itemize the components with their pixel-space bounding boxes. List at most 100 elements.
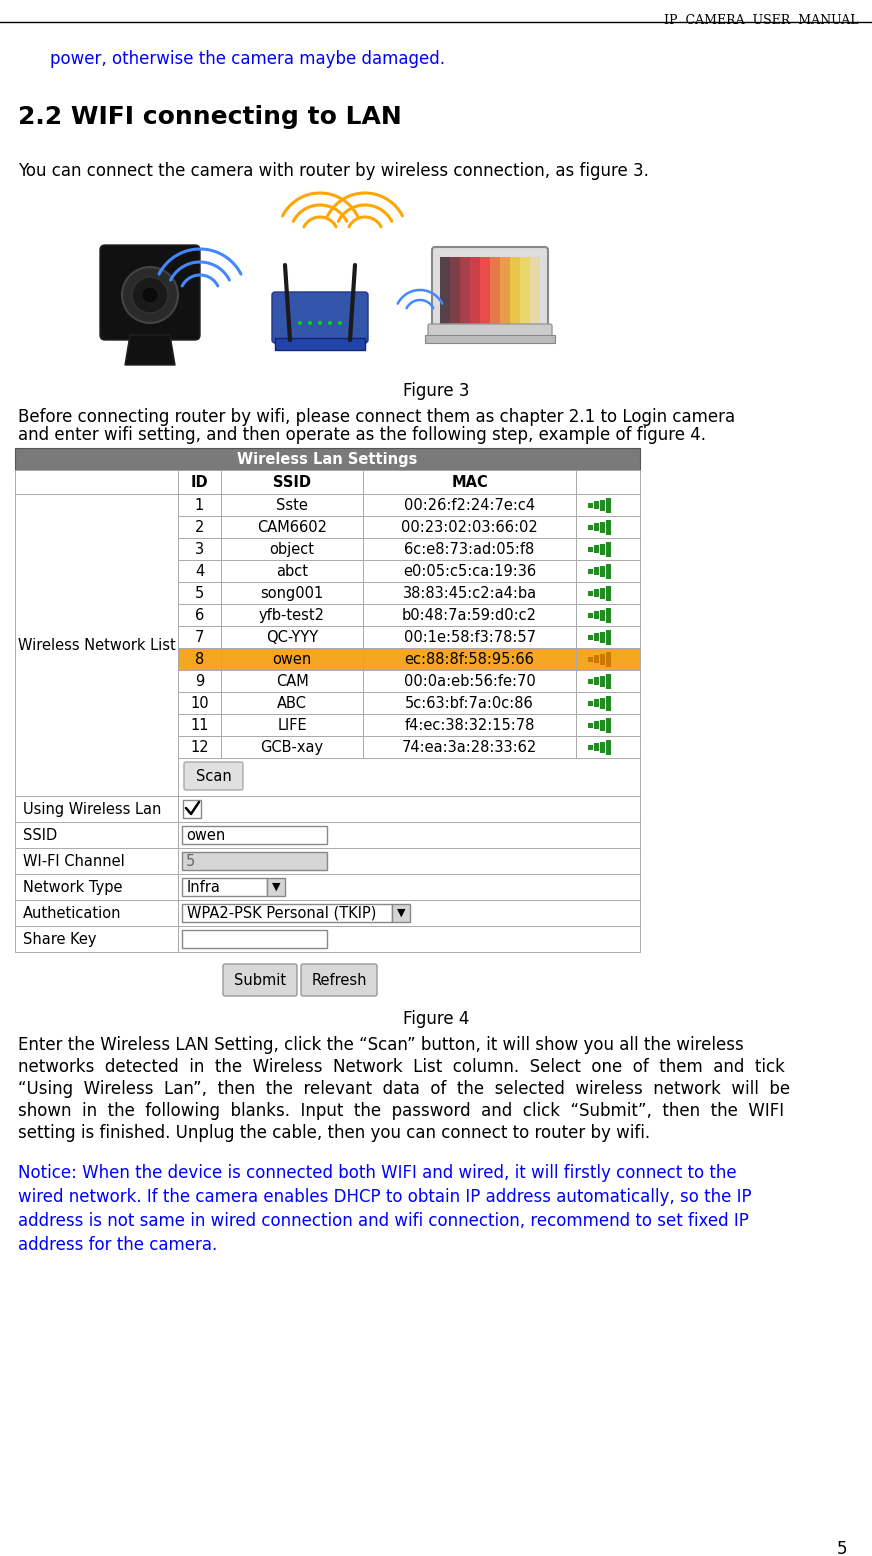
Text: yfb-test2: yfb-test2 [259, 607, 325, 622]
Bar [267, 878, 285, 896]
Bar [178, 926, 640, 952]
Text: 2.2 WIFI connecting to LAN: 2.2 WIFI connecting to LAN [18, 104, 402, 129]
Bar [221, 647, 363, 671]
Text: abct: abct [276, 563, 308, 579]
Text: LIFE: LIFE [277, 717, 307, 733]
Bar [588, 700, 592, 705]
Text: Enter the Wireless LAN Setting, click the “Scan” button, it will show you all th: Enter the Wireless LAN Setting, click th… [18, 1036, 744, 1053]
Bar [182, 904, 392, 923]
Text: 5: 5 [194, 585, 204, 601]
FancyBboxPatch shape [428, 324, 552, 341]
Bar [178, 604, 221, 626]
Text: ID: ID [191, 475, 208, 490]
Bar [576, 470, 640, 493]
Text: 11: 11 [190, 717, 208, 733]
Bar [600, 632, 604, 643]
Text: “Using  Wireless  Lan”,  then  the  relevant  data  of  the  selected  wireless : “Using Wireless Lan”, then the relevant … [18, 1080, 790, 1099]
FancyBboxPatch shape [184, 762, 243, 790]
Bar [182, 826, 327, 843]
Text: ▼: ▼ [272, 882, 280, 892]
Text: Submit: Submit [234, 972, 286, 988]
Bar [606, 630, 610, 644]
Text: Before connecting router by wifi, please connect them as chapter 2.1 to Login ca: Before connecting router by wifi, please… [18, 408, 735, 426]
Bar [178, 758, 640, 797]
Bar [363, 692, 576, 714]
Text: ABC: ABC [277, 696, 307, 711]
Bar [221, 626, 363, 647]
Circle shape [298, 321, 302, 325]
Text: 5c:63:bf:7a:0c:86: 5c:63:bf:7a:0c:86 [405, 696, 534, 711]
Bar [178, 647, 221, 671]
Bar [576, 560, 640, 582]
Text: Notice: When the device is connected both WIFI and wired, it will firstly connec: Notice: When the device is connected bot… [18, 1164, 737, 1183]
Text: WI-FI Channel: WI-FI Channel [23, 854, 125, 868]
Bar [606, 652, 610, 666]
Bar [594, 633, 598, 641]
Circle shape [328, 321, 332, 325]
Text: Wireless Network List: Wireless Network List [17, 638, 175, 652]
Text: Sste: Sste [276, 498, 308, 512]
Bar [576, 647, 640, 671]
Bar [178, 517, 221, 538]
Text: setting is finished. Unplug the cable, then you can connect to router by wifi.: setting is finished. Unplug the cable, t… [18, 1123, 651, 1142]
Bar [363, 560, 576, 582]
Bar [221, 714, 363, 736]
Text: 4: 4 [194, 563, 204, 579]
Text: 6: 6 [194, 607, 204, 622]
Bar [606, 696, 610, 711]
Bar [588, 722, 592, 728]
Bar [606, 498, 610, 512]
Text: IP  CAMERA  USER  MANUAL: IP CAMERA USER MANUAL [664, 14, 858, 26]
Bar [178, 560, 221, 582]
Text: 6c:e8:73:ad:05:f8: 6c:e8:73:ad:05:f8 [405, 541, 535, 557]
Text: 9: 9 [194, 674, 204, 688]
Circle shape [132, 277, 168, 313]
Bar [480, 257, 490, 325]
Text: song001: song001 [261, 585, 324, 601]
Bar [440, 257, 540, 325]
Bar [221, 493, 363, 517]
Bar [178, 736, 221, 758]
Bar [182, 878, 267, 896]
Text: 38:83:45:c2:a4:ba: 38:83:45:c2:a4:ba [403, 585, 536, 601]
Bar [606, 541, 610, 557]
Text: 2: 2 [194, 520, 204, 535]
Text: e0:05:c5:ca:19:36: e0:05:c5:ca:19:36 [403, 563, 536, 579]
Bar [588, 590, 592, 596]
Text: f4:ec:38:32:15:78: f4:ec:38:32:15:78 [405, 717, 535, 733]
Bar [221, 582, 363, 604]
Bar [470, 257, 480, 325]
Bar [576, 626, 640, 647]
Text: 5: 5 [186, 854, 195, 868]
Bar [588, 635, 592, 640]
Bar [530, 257, 540, 325]
FancyBboxPatch shape [432, 247, 548, 333]
Bar [606, 674, 610, 688]
Bar [178, 874, 640, 899]
Text: Wireless Lan Settings: Wireless Lan Settings [237, 451, 418, 467]
Bar [594, 545, 598, 552]
Text: ▼: ▼ [397, 909, 405, 918]
Bar [520, 257, 530, 325]
Text: 00:23:02:03:66:02: 00:23:02:03:66:02 [401, 520, 538, 535]
Bar [594, 501, 598, 509]
Text: MAC: MAC [451, 475, 487, 490]
Bar [178, 899, 640, 926]
Text: 5: 5 [837, 1540, 848, 1556]
Bar [576, 692, 640, 714]
Bar [15, 899, 178, 926]
Bar [363, 517, 576, 538]
Bar [460, 257, 470, 325]
Bar [594, 677, 598, 685]
Bar [500, 257, 510, 325]
Bar [15, 848, 178, 874]
Bar [178, 582, 221, 604]
Bar [606, 520, 610, 535]
Bar [600, 521, 604, 532]
Text: CAM6602: CAM6602 [257, 520, 327, 535]
Bar [363, 493, 576, 517]
Text: 3: 3 [195, 541, 204, 557]
Circle shape [308, 321, 312, 325]
Text: Refresh: Refresh [311, 972, 367, 988]
Bar [363, 714, 576, 736]
